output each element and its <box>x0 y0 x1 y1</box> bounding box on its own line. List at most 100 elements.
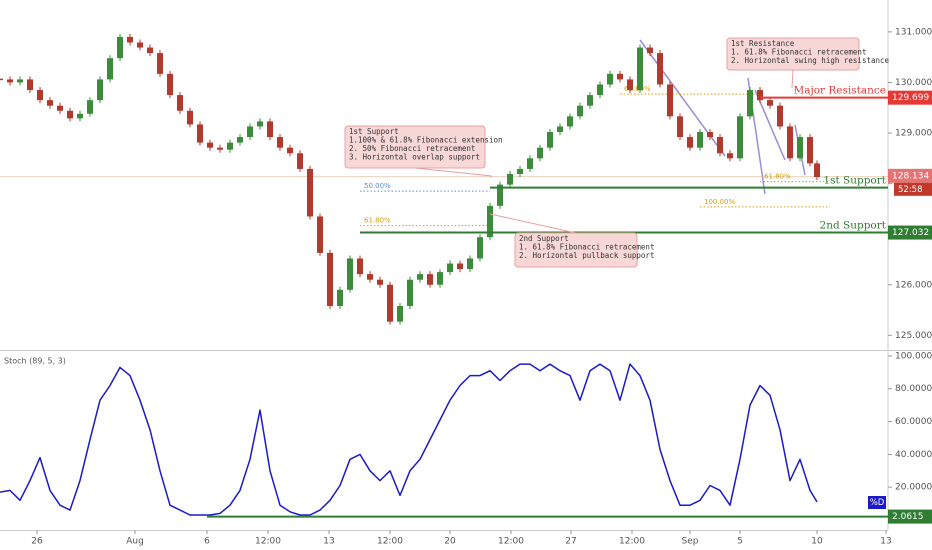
annotation-text: 3. Horizontal overlap support <box>349 153 480 162</box>
candle <box>177 95 183 111</box>
candle <box>467 258 473 270</box>
candle <box>417 274 423 280</box>
level-name: Major Resistance <box>793 85 886 97</box>
fib-label: 100.00% <box>704 198 735 206</box>
candle <box>57 105 63 111</box>
y-tick-label: 20.0000 <box>895 483 932 493</box>
x-tick-label: 5 <box>737 537 743 547</box>
candle <box>607 73 613 85</box>
candle <box>697 132 703 148</box>
y-tick-label: 131.000 <box>895 27 932 37</box>
candle <box>587 95 593 106</box>
fib-label: 61.80% <box>364 217 391 225</box>
candle <box>87 100 93 114</box>
candle <box>7 79 13 83</box>
candle <box>807 137 813 164</box>
candle <box>597 84 603 96</box>
candle <box>307 168 313 217</box>
annotation-text: 2. 50% Fibonacci retracement <box>349 144 475 153</box>
candle <box>27 79 33 91</box>
candle <box>547 132 553 148</box>
candle <box>127 36 133 43</box>
candle <box>757 90 763 101</box>
y-tick-label: 40.0000 <box>895 450 932 460</box>
candle <box>357 258 363 275</box>
annotation-box <box>344 125 486 169</box>
annotation-text: 1.100% & 61.8% Fibonacci extension <box>349 136 503 145</box>
candle <box>337 289 343 306</box>
candle <box>187 110 193 125</box>
candle <box>197 124 203 143</box>
candle <box>207 142 213 148</box>
candle <box>267 121 273 138</box>
candle <box>227 142 233 150</box>
candle <box>717 137 723 154</box>
candle <box>637 47 643 91</box>
candle <box>347 258 353 290</box>
candle <box>387 284 393 322</box>
annotation-text: 1. 61.8% Fibonacci retracement <box>731 48 866 57</box>
x-tick-label: 27 <box>565 537 576 547</box>
level-name: 1st Support <box>823 175 886 187</box>
annotation-box <box>726 37 860 71</box>
x-tick-label: 12:00 <box>377 537 403 547</box>
level-value-box <box>888 90 932 105</box>
candle <box>137 42 143 48</box>
candle <box>687 137 693 148</box>
hline-value-box <box>888 509 932 524</box>
annotation-text: 1. 61.8% Fibonacci retracement <box>519 243 654 252</box>
candle <box>327 252 333 306</box>
candle <box>97 79 103 101</box>
annotation-pointer <box>791 69 794 89</box>
stoch-line <box>0 363 818 516</box>
x-tick-label: 6 <box>204 537 210 547</box>
y-tick-label: 60.0000 <box>895 417 932 427</box>
legend-label: %D <box>870 498 885 508</box>
x-tick-label: 26 <box>31 537 43 547</box>
candle <box>47 100 53 106</box>
candle <box>537 147 543 159</box>
candle <box>77 113 83 119</box>
candle <box>617 73 623 80</box>
level-value: 129.699 <box>892 93 929 103</box>
hline-value: 2.0615 <box>892 512 924 522</box>
candle <box>567 116 573 127</box>
candle <box>797 137 803 159</box>
candle <box>814 163 820 178</box>
candle <box>527 158 533 169</box>
candle <box>767 100 773 106</box>
countdown: 52:58 <box>898 185 923 195</box>
y-tick-label: 130.000 <box>895 78 932 88</box>
last-price-box <box>888 168 932 183</box>
candle <box>427 274 433 285</box>
candle <box>147 47 153 54</box>
candle <box>557 126 563 133</box>
candle <box>487 205 493 238</box>
candle <box>577 105 583 117</box>
legend-box <box>868 496 886 509</box>
annotation-text: 2nd Support <box>519 234 569 243</box>
fib-label: 50.00% <box>364 182 391 190</box>
candle <box>737 116 743 159</box>
candle <box>167 73 173 96</box>
candle <box>647 47 653 54</box>
x-tick-label: Aug <box>126 537 144 547</box>
candle <box>407 279 413 306</box>
candle <box>437 272 443 285</box>
y-tick-label: 80.0000 <box>895 384 932 394</box>
candle <box>447 263 453 273</box>
annotation-text: 1st Support <box>349 127 399 136</box>
level-name: 2nd Support <box>820 220 887 232</box>
x-tick-label: 12:00 <box>255 537 281 547</box>
candle <box>477 237 483 259</box>
candle <box>507 173 513 185</box>
candle <box>277 137 283 148</box>
candle <box>247 126 253 138</box>
annotation-text: 1st Resistance <box>731 39 795 48</box>
stoch-title: Stoch (89, 5, 3) <box>4 357 66 366</box>
candle <box>317 216 323 253</box>
